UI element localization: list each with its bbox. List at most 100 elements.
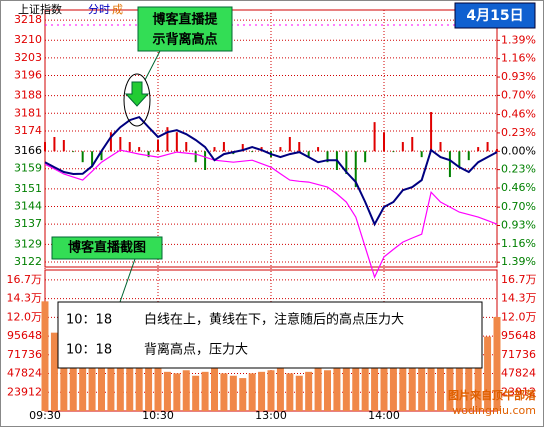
y-tick-label: 3196 (14, 69, 42, 82)
volume-tick-label: 95648 (501, 329, 536, 342)
volume-bar (399, 365, 407, 411)
y2-tick-label: 1.39% (501, 255, 536, 268)
volume-bar (258, 371, 266, 411)
y-tick-label: 3210 (14, 33, 42, 46)
label-pointer (119, 258, 136, 303)
volume-bar (352, 356, 360, 411)
indicator-bar (317, 147, 320, 152)
y2-tick-label: 0.46% (501, 181, 536, 194)
y2-tick-label: 1.16% (501, 52, 536, 65)
y2-tick-label: 0.00% (501, 144, 536, 157)
callout-text: 示背离高点 (152, 32, 217, 48)
text-box (57, 301, 483, 369)
indicator-bar (458, 151, 461, 168)
volume-bar (305, 371, 313, 411)
text-note: 白线在上，黄线在下，注意随后的高点压力大 (144, 312, 404, 328)
y-tick-label: 3159 (14, 162, 42, 175)
indicator-bar (345, 151, 348, 175)
date-box (454, 2, 536, 29)
y2-tick-label: 0.23% (501, 163, 536, 176)
volume-tick-label: 14.3万 (501, 292, 537, 305)
indicator-bar (138, 147, 141, 152)
volume-bar (145, 362, 153, 411)
volume-tick-label: 23912 (501, 385, 536, 398)
label-box (51, 236, 163, 260)
y-tick-label: 3129 (14, 237, 42, 250)
volume-bar (276, 367, 284, 411)
y2-tick-label: 0.23% (501, 126, 536, 139)
volume-bar (267, 370, 275, 411)
indicator-bar (91, 151, 94, 168)
indicator-bar (354, 151, 357, 188)
date: 4月15日 (466, 8, 523, 24)
volume-tick-label: 71736 (501, 348, 536, 361)
indicator-bar (288, 136, 291, 152)
volume-bar (41, 301, 49, 411)
y2-tick-label: 1.16% (501, 237, 536, 250)
volume-bar (446, 364, 454, 411)
volume-bar (229, 375, 237, 411)
y-tick-label: 3181 (14, 106, 42, 119)
volume-bar (116, 360, 124, 411)
indicator-bar (364, 151, 367, 163)
volume-bar (79, 367, 87, 411)
indicator-bar (109, 132, 112, 152)
indicator-bar (496, 149, 498, 152)
volume-bar (465, 357, 473, 411)
volume-bar (50, 332, 58, 411)
volume-tick-label: 16.7万 (501, 273, 537, 286)
indicator-bar (373, 122, 376, 152)
volume-bar (126, 364, 134, 411)
indicator-bar (72, 151, 75, 153)
x-tick-label: 13:00 (255, 409, 287, 422)
indicator-bar (185, 142, 188, 152)
volume-bar (437, 360, 444, 411)
indicator-bar (467, 151, 470, 161)
indicator-bar (439, 142, 442, 152)
indicator-bar (213, 147, 216, 152)
tab[interactable]: 分时 (88, 3, 110, 16)
tab[interactable]: 成 (112, 3, 123, 16)
text-note: 背离高点，压力大 (144, 342, 248, 358)
volume-bar (418, 364, 426, 411)
indicator-bar (241, 144, 244, 152)
callout-pointer (144, 50, 161, 81)
indicator-bar (251, 151, 254, 153)
volume-bar (389, 362, 397, 411)
indicator-bar (194, 151, 197, 163)
x-tick-label: 09:30 (29, 409, 61, 422)
indicator-bar (128, 142, 131, 152)
y-tick-label: 3137 (14, 217, 42, 230)
volume-bar (248, 373, 256, 411)
volume-bar (427, 356, 435, 411)
volume-bar (182, 370, 190, 411)
y2-tick-label: 1.39% (501, 33, 536, 46)
y-tick-label: 3203 (14, 51, 42, 64)
volume-bar (380, 352, 388, 411)
y-tick-label: 3122 (14, 255, 42, 268)
volume-bar (455, 362, 463, 411)
callout-text: 博客直播提 (152, 12, 218, 28)
highlight-ellipse (123, 73, 151, 127)
label-text: 博客直播截图 (68, 240, 146, 256)
text-time: 10：18 (66, 343, 112, 358)
volume-tick-label: 23912 (7, 385, 42, 398)
volume-bar (154, 367, 162, 411)
volume-tick-label: 71736 (7, 348, 42, 361)
volume-bar (333, 365, 341, 411)
x-tick-label: 10:30 (142, 409, 174, 422)
indicator-bar (279, 147, 282, 152)
volume-bar (286, 373, 294, 411)
volume-bar (60, 348, 68, 411)
volume-bar (493, 317, 501, 411)
volume-tick-label: 47824 (7, 367, 42, 380)
indicator-bar (175, 132, 178, 152)
volume-bar (135, 365, 143, 411)
indicator-bar (326, 151, 329, 163)
volume-bar (220, 373, 228, 411)
indicator-bar (62, 140, 65, 152)
volume-bar (408, 367, 416, 411)
indicator-bar (157, 140, 159, 152)
indicator-bar (307, 151, 310, 158)
indicator-bar (477, 147, 480, 152)
